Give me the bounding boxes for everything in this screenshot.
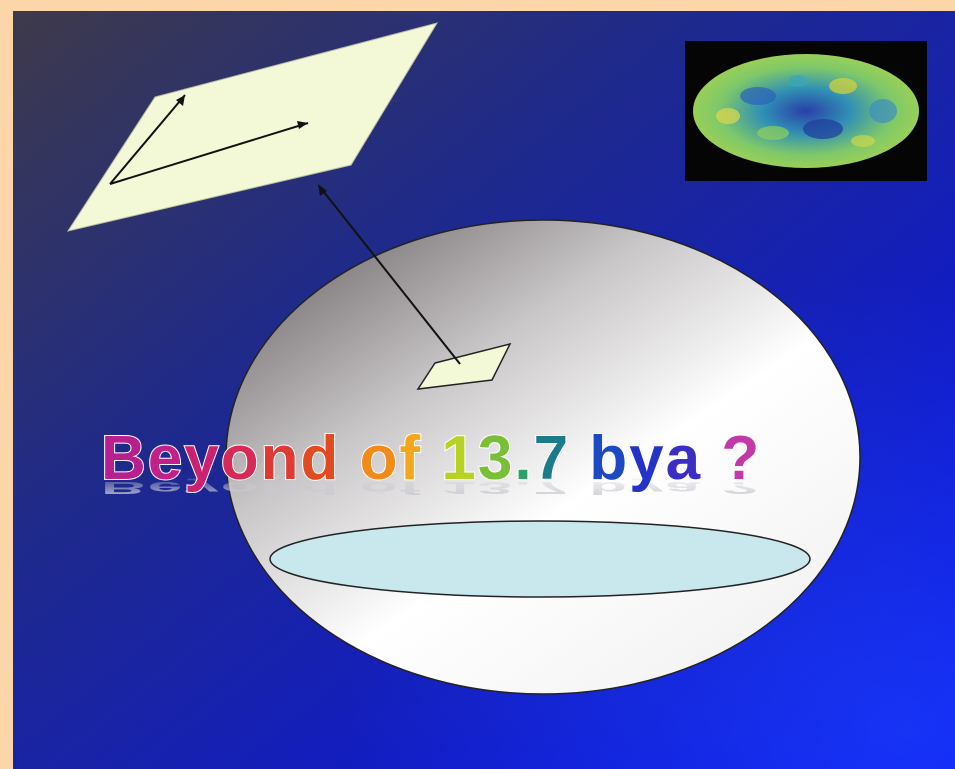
title-char: . bbox=[514, 424, 533, 493]
cmb-sky-map-image bbox=[685, 41, 927, 181]
title-char: a bbox=[666, 424, 702, 493]
projection-arrow bbox=[318, 184, 461, 365]
title-reflection: Beyond of 13.7 bya ? bbox=[101, 478, 761, 497]
title-char: f bbox=[399, 424, 422, 493]
title-char: ? bbox=[721, 424, 761, 493]
slide-canvas: Beyond of 13.7 bya ? Beyond of 13.7 bya … bbox=[13, 11, 955, 769]
tangent-plane-icon bbox=[66, 22, 439, 232]
title-char: o bbox=[221, 424, 261, 493]
title-char: B bbox=[101, 424, 148, 493]
title-char bbox=[702, 424, 721, 493]
slide-title: Beyond of 13.7 bya ? bbox=[101, 424, 761, 493]
title-char: d bbox=[301, 424, 341, 493]
title-char: 3 bbox=[478, 424, 514, 493]
title-char: e bbox=[148, 424, 184, 493]
title-char: b bbox=[589, 424, 629, 493]
title-char: y bbox=[184, 424, 220, 493]
closed-universe-sphere-icon bbox=[225, 219, 861, 695]
title-char bbox=[570, 424, 589, 493]
title-char bbox=[340, 424, 359, 493]
title-char bbox=[422, 424, 441, 493]
equatorial-disk bbox=[269, 520, 811, 598]
title-reflection-text: Beyond of 13.7 bya ? bbox=[101, 478, 761, 497]
title-char: 1 bbox=[441, 424, 477, 493]
title-char: 7 bbox=[534, 424, 570, 493]
title-char: o bbox=[360, 424, 400, 493]
small-plane-patch bbox=[416, 342, 512, 390]
title-char: y bbox=[629, 424, 665, 493]
title-char: n bbox=[261, 424, 301, 493]
